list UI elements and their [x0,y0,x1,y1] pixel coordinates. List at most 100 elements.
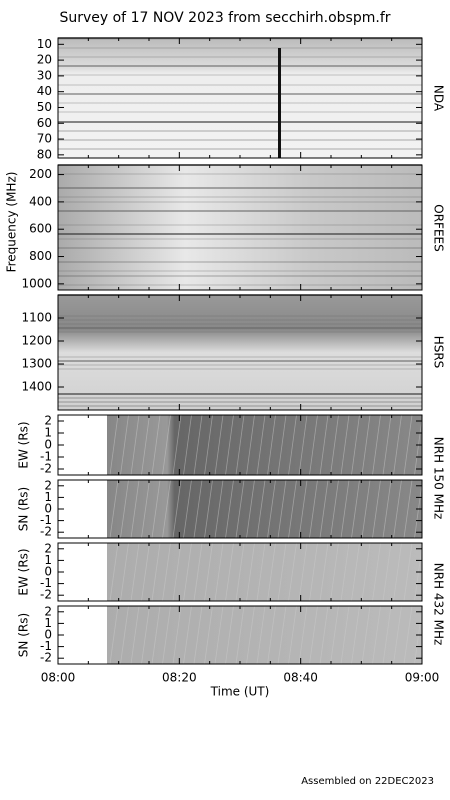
texture [256,479,266,539]
texture [340,479,350,539]
texture [130,479,140,539]
y-tick-label: 1 [44,616,52,630]
texture [372,542,381,602]
texture [277,605,287,665]
texture [120,479,129,539]
texture [162,605,171,665]
texture [246,542,255,602]
no-data [58,415,107,475]
y-tick-label: 1000 [21,276,52,290]
texture [372,479,381,539]
texture [214,605,224,665]
texture [361,414,371,476]
y-tick-label: -1 [40,450,52,464]
texture [130,542,140,602]
texture [162,479,171,539]
y-tick-label: 1100 [21,311,52,325]
texture [130,414,140,476]
texture [172,542,182,602]
texture [130,605,140,665]
texture [340,542,350,602]
texture [382,605,392,665]
y-tick-label: -2 [40,525,52,539]
texture [393,479,402,539]
texture [120,605,129,665]
texture [267,605,276,665]
texture [361,542,371,602]
texture [141,414,150,476]
texture [330,414,339,476]
texture [151,605,161,665]
texture [172,479,182,539]
texture [193,605,203,665]
y-tick-label: 0 [44,628,52,642]
texture [193,542,203,602]
texture [256,605,266,665]
texture [109,605,119,665]
texture [214,414,224,476]
texture [298,479,308,539]
y-tick-label: 1200 [21,334,52,348]
texture [403,479,413,539]
y-tick-label: 400 [29,194,52,208]
texture [109,542,119,602]
panel-label: ORFEES [432,204,446,251]
texture [267,542,276,602]
texture [120,542,129,602]
texture [172,414,182,476]
y-tick-label: 2 [44,414,52,428]
texture [267,479,276,539]
texture [351,479,360,539]
y-label: EW (Rs) [17,548,31,595]
texture [393,605,402,665]
y-tick-label: 0 [44,565,52,579]
texture [340,414,350,476]
texture [361,479,371,539]
texture [330,605,339,665]
texture [151,542,161,602]
y-tick-label: 1 [44,490,52,504]
x-tick-label: 09:00 [405,671,440,685]
texture [319,542,329,602]
texture [351,414,360,476]
texture [330,479,339,539]
texture [330,542,339,602]
y-tick-label: 0 [44,502,52,516]
texture [162,414,171,476]
y-tick-label: -1 [40,639,52,653]
texture [277,414,287,476]
no-data [58,606,107,664]
texture [319,605,329,665]
spectrogram [58,165,422,290]
texture [193,414,203,476]
panel-label: NDA [432,85,446,112]
y-label: Frequency (MHz) [5,172,19,273]
y-label: SN (Rs) [17,487,31,531]
texture [288,542,297,602]
y-tick-label: 50 [37,100,52,114]
y-label: SN (Rs) [17,613,31,657]
texture [403,542,413,602]
texture [204,542,213,602]
no-data [58,543,107,601]
y-tick-label: 1 [44,426,52,440]
burst [278,48,281,158]
texture [351,542,360,602]
spectrogram [58,38,422,158]
y-tick-label: 80 [37,147,52,161]
texture [319,479,329,539]
texture [141,479,150,539]
texture [277,542,287,602]
texture [183,479,192,539]
texture [393,414,402,476]
texture [225,479,234,539]
texture [393,542,402,602]
x-tick-label: 08:20 [162,671,197,685]
y-tick-label: 600 [29,222,52,236]
texture [309,605,318,665]
texture [246,605,255,665]
texture [403,605,413,665]
texture [309,479,318,539]
y-tick-label: 0 [44,438,52,452]
y-tick-label: 20 [37,53,52,67]
